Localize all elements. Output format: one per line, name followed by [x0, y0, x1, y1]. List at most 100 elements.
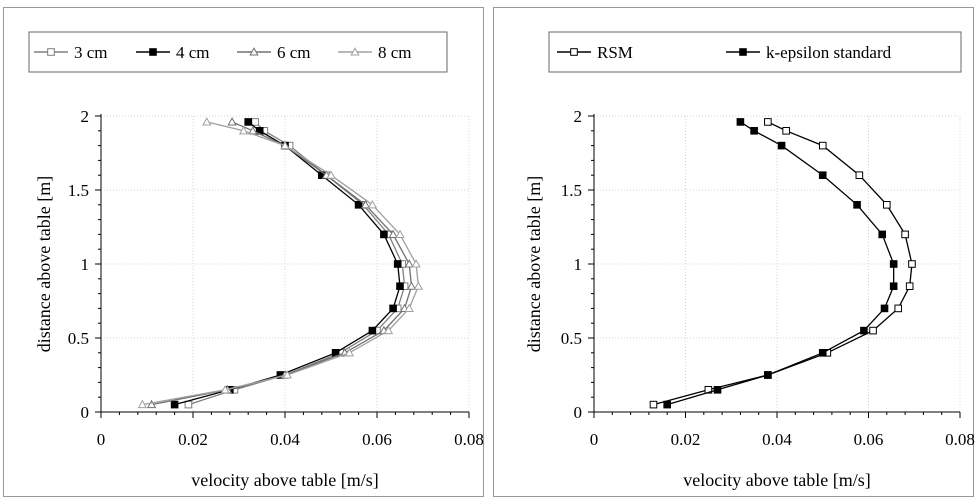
y-tick-label: 0.5 — [561, 329, 582, 348]
data-point — [764, 371, 772, 379]
data-point — [282, 370, 292, 379]
legend-label: 6 cm — [277, 43, 311, 62]
y-axis-label: distance above table [m] — [34, 176, 54, 352]
data-point — [344, 347, 355, 357]
data-point — [202, 117, 212, 126]
data-point — [393, 260, 402, 268]
data-point — [883, 201, 891, 209]
legend-label: 8 cm — [378, 43, 412, 62]
data-point — [388, 229, 398, 238]
data-point — [860, 326, 868, 335]
data-point — [404, 303, 414, 312]
y-tick-label: 2 — [574, 107, 583, 126]
series-1 — [663, 118, 898, 409]
legend-marker — [149, 48, 157, 56]
legend-marker — [570, 48, 578, 56]
data-point — [413, 281, 424, 290]
legend-label: RSM — [597, 43, 633, 62]
legend-marker — [350, 47, 360, 56]
data-point — [220, 384, 230, 394]
legend-marker — [249, 47, 259, 56]
y-tick-label: 1 — [574, 255, 583, 274]
y-axis-label: distance above table [m] — [524, 176, 544, 352]
data-point — [764, 118, 772, 126]
data-point — [227, 117, 237, 126]
x-tick-label: 0 — [590, 430, 599, 449]
series-line — [142, 121, 420, 406]
x-axis-label: velocity above table [m/s] — [191, 470, 378, 490]
data-point — [853, 201, 861, 209]
series-2 — [146, 117, 417, 409]
data-point — [395, 229, 405, 238]
data-point — [137, 399, 148, 409]
series-line — [667, 121, 895, 406]
legend-marker — [47, 48, 55, 56]
series-line — [653, 121, 913, 406]
data-point — [818, 349, 827, 357]
y-tick-label: 1.5 — [561, 181, 582, 200]
x-tick-label: 0 — [97, 430, 106, 449]
series-3 — [137, 117, 424, 409]
series-line — [174, 121, 401, 406]
legend-label: 4 cm — [176, 43, 210, 62]
data-point — [889, 282, 898, 290]
x-tick-label: 0.02 — [671, 430, 701, 449]
x-tick-label: 0.08 — [454, 430, 484, 449]
data-point — [649, 400, 658, 409]
data-point — [380, 230, 388, 239]
series-line — [188, 121, 406, 406]
chart-panel-right: 0 0.5 1 1.5 2 0 0.02 0.04 0.06 0.08 velocity above… — [493, 7, 975, 497]
data-point — [736, 118, 745, 126]
x-tick-label: 0.02 — [178, 430, 208, 449]
data-point — [244, 118, 252, 126]
chart-left-svg: 0 0.5 1 1.5 2 0 0.02 0.04 0.06 0.08 velocity above… — [28, 31, 484, 490]
data-point — [889, 260, 898, 268]
data-point — [280, 140, 290, 150]
x-tick-label: 0.06 — [362, 430, 392, 449]
data-point — [901, 230, 909, 239]
legend-label: k-epsilon standard — [766, 43, 892, 62]
data-point — [750, 127, 758, 135]
data-point — [404, 259, 414, 268]
y-tick-label: 1.5 — [68, 181, 89, 200]
data-point — [354, 201, 363, 209]
series-0 — [184, 118, 409, 409]
data-point — [878, 230, 887, 239]
data-point — [894, 304, 903, 313]
y-tick-label: 0.5 — [68, 329, 89, 348]
data-point — [396, 282, 404, 290]
data-point — [146, 399, 157, 409]
data-point — [869, 326, 877, 335]
x-axis-label: velocity above table [m/s] — [683, 470, 870, 490]
data-point — [360, 199, 371, 209]
data-point — [905, 282, 914, 290]
chart-panel-left: 0 0.5 1 1.5 2 0 0.02 0.04 0.06 0.08 velocity above… — [3, 7, 484, 497]
legend-marker — [739, 48, 747, 56]
data-point — [406, 281, 417, 290]
y-tick-label: 0 — [81, 403, 90, 422]
grid-lines — [593, 115, 961, 413]
x-tick-label: 0.08 — [945, 430, 975, 449]
data-point — [238, 125, 249, 135]
data-point — [251, 118, 259, 126]
data-point — [818, 171, 827, 179]
data-point — [367, 199, 378, 209]
series-1 — [170, 118, 404, 409]
chart-right-svg: 0 0.5 1 1.5 2 0 0.02 0.04 0.06 0.08 velocity above… — [524, 31, 975, 490]
data-point — [184, 400, 193, 409]
x-tick-label: 0.04 — [762, 430, 792, 449]
y-tick-label: 1 — [81, 255, 90, 274]
grid-lines — [100, 115, 470, 413]
data-point — [855, 171, 864, 179]
series-line — [151, 121, 413, 406]
data-point — [383, 325, 394, 335]
data-point — [777, 141, 786, 150]
data-point — [368, 326, 377, 335]
x-tick-label: 0.06 — [854, 430, 884, 449]
data-point — [663, 400, 671, 409]
y-tick-label: 0 — [574, 403, 583, 422]
series-0 — [649, 118, 916, 409]
legend-label: 3 cm — [74, 43, 108, 62]
data-point — [411, 259, 421, 268]
data-point — [908, 260, 916, 268]
